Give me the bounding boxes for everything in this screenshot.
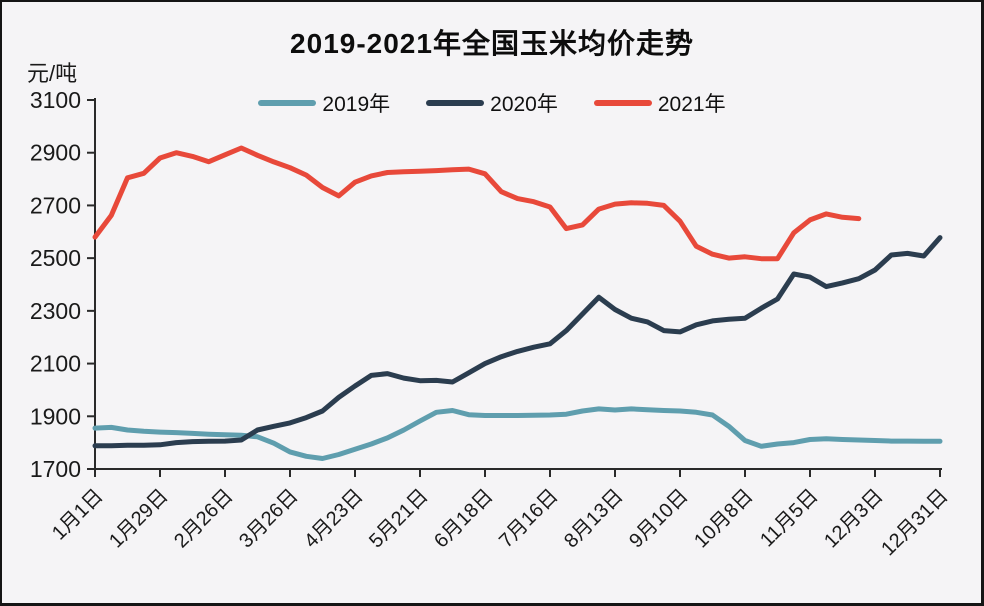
- y-tick-label: 1700: [30, 456, 81, 482]
- y-tick-label: 2900: [30, 140, 81, 166]
- x-tick-label: 12月3日: [820, 485, 887, 552]
- y-tick-label: 2100: [30, 351, 81, 377]
- x-tick-label: 10月8日: [690, 485, 757, 552]
- series-line-2021: [92, 145, 862, 262]
- x-tick-label: 1月29日: [105, 485, 172, 552]
- x-tick-label: 7月16日: [495, 485, 562, 552]
- legend-label-2019: 2019年: [322, 93, 391, 116]
- legend-swatch-2020: [426, 100, 485, 106]
- y-tick-label: 3100: [30, 87, 81, 113]
- x-tick-label: 6月18日: [430, 485, 497, 552]
- y-tick-label: 1900: [30, 403, 81, 429]
- series-line-2019: [92, 406, 943, 461]
- x-tick-label: 9月10日: [625, 485, 692, 552]
- y-tick-label: 2700: [30, 192, 81, 218]
- legend: 2019年 2020年 2021年: [0, 88, 984, 118]
- legend-swatch-2019: [258, 100, 317, 106]
- x-tick-label: 4月23日: [300, 485, 367, 552]
- y-axis-unit-label: 元/吨: [27, 61, 78, 86]
- chart-title: 2019-2021年全国玉米均价走势: [290, 28, 694, 59]
- x-tick-label: 5月21日: [365, 485, 432, 552]
- x-tick-label: 12月31日: [877, 485, 952, 560]
- legend-item-2020: 2020年: [426, 88, 558, 118]
- legend-label-2021: 2021年: [657, 93, 726, 116]
- legend-item-2021: 2021年: [593, 88, 726, 118]
- y-tick-label: 2300: [30, 298, 81, 324]
- legend-label-2020: 2020年: [490, 93, 558, 116]
- y-tick-label: 2500: [30, 245, 81, 271]
- x-tick-label: 1月1日: [48, 485, 108, 545]
- x-tick-label: 3月26日: [235, 485, 302, 552]
- legend-swatch-2021: [593, 100, 652, 106]
- legend-item-2019: 2019年: [258, 88, 390, 118]
- x-tick-label: 11月5日: [756, 485, 822, 551]
- series-line-2020: [92, 235, 943, 449]
- x-tick-label: 2月26日: [170, 485, 237, 552]
- x-tick-label: 8月13日: [560, 485, 627, 552]
